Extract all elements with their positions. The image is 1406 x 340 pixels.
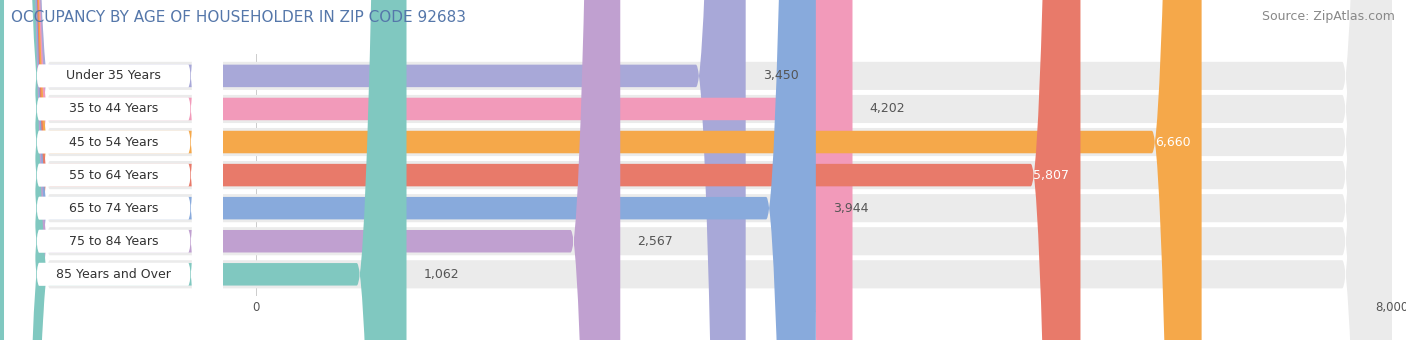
FancyBboxPatch shape	[4, 0, 224, 340]
Text: 5,807: 5,807	[1033, 169, 1069, 182]
Text: 3,944: 3,944	[832, 202, 869, 215]
FancyBboxPatch shape	[4, 0, 224, 340]
Text: 35 to 44 Years: 35 to 44 Years	[69, 102, 159, 116]
Text: 75 to 84 Years: 75 to 84 Years	[69, 235, 159, 248]
Text: 85 Years and Over: 85 Years and Over	[56, 268, 172, 281]
Text: 3,450: 3,450	[762, 69, 799, 82]
FancyBboxPatch shape	[0, 0, 815, 340]
Text: 65 to 74 Years: 65 to 74 Years	[69, 202, 159, 215]
Text: 2,567: 2,567	[637, 235, 673, 248]
FancyBboxPatch shape	[4, 0, 224, 340]
FancyBboxPatch shape	[0, 0, 745, 340]
Text: Under 35 Years: Under 35 Years	[66, 69, 162, 82]
Text: 1,062: 1,062	[423, 268, 460, 281]
FancyBboxPatch shape	[0, 0, 1080, 340]
FancyBboxPatch shape	[0, 0, 1202, 340]
FancyBboxPatch shape	[0, 0, 852, 340]
Text: 45 to 54 Years: 45 to 54 Years	[69, 136, 159, 149]
Text: OCCUPANCY BY AGE OF HOUSEHOLDER IN ZIP CODE 92683: OCCUPANCY BY AGE OF HOUSEHOLDER IN ZIP C…	[11, 10, 467, 25]
FancyBboxPatch shape	[4, 0, 224, 340]
FancyBboxPatch shape	[4, 0, 224, 340]
Text: 55 to 64 Years: 55 to 64 Years	[69, 169, 159, 182]
Text: 6,660: 6,660	[1154, 136, 1191, 149]
FancyBboxPatch shape	[4, 0, 224, 340]
Text: 4,202: 4,202	[869, 102, 905, 116]
FancyBboxPatch shape	[0, 0, 620, 340]
FancyBboxPatch shape	[4, 0, 224, 340]
FancyBboxPatch shape	[0, 0, 406, 340]
Text: Source: ZipAtlas.com: Source: ZipAtlas.com	[1261, 10, 1395, 23]
